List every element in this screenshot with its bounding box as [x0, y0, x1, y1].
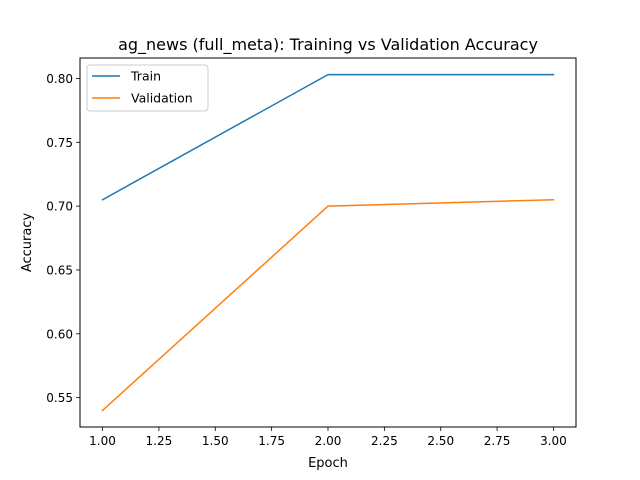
legend: Train Validation	[86, 64, 209, 112]
y-tick-label: 0.70	[46, 200, 73, 214]
y-axis: 0.55 0.60 0.65 0.70 0.75 0.80	[46, 72, 80, 405]
x-tick-label: 1.00	[89, 434, 116, 448]
y-tick-label: 0.80	[46, 72, 73, 86]
x-tick-label: 3.00	[540, 434, 567, 448]
x-axis: 1.00 1.25 1.50 1.75 2.00 2.25 2.50 2.75 3.00	[89, 427, 567, 448]
x-tick-label: 2.50	[427, 434, 454, 448]
y-tick-label: 0.65	[46, 263, 73, 277]
series-line-validation	[101, 198, 555, 412]
x-axis-label: Epoch	[308, 456, 348, 471]
legend-label-train: Train	[130, 69, 161, 84]
x-tick-label: 1.25	[146, 434, 173, 448]
x-tick-label: 2.25	[371, 434, 398, 448]
y-tick-label: 0.60	[46, 327, 73, 341]
x-tick-label: 2.75	[484, 434, 511, 448]
series-line-train	[101, 73, 555, 201]
x-tick-label: 1.50	[202, 434, 229, 448]
y-axis-label: Accuracy	[20, 213, 35, 273]
y-tick-label: 0.75	[46, 136, 73, 150]
y-tick-label: 0.55	[46, 391, 73, 405]
plot-frame	[79, 57, 577, 428]
x-tick-label: 1.75	[258, 434, 285, 448]
series-layer	[101, 73, 555, 412]
legend-label-validation: Validation	[131, 91, 193, 106]
x-tick-label: 2.00	[315, 434, 342, 448]
chart-title: ag_news (full_meta): Training vs Validat…	[118, 35, 538, 55]
